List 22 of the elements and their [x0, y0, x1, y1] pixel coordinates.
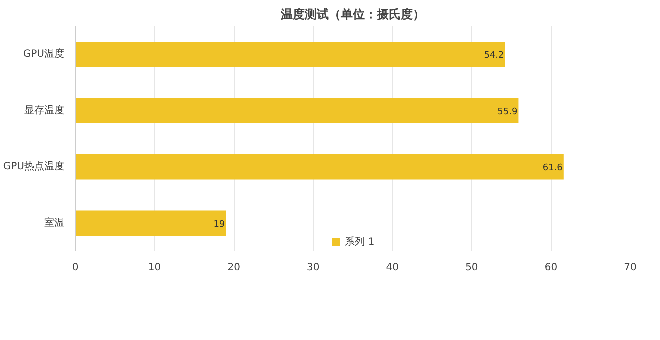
x-tick-label: 30 — [306, 262, 320, 274]
x-tick-label: 60 — [544, 262, 558, 274]
data-label: 54.2 — [484, 51, 504, 62]
x-tick-label: 0 — [72, 262, 79, 274]
legend-label: 系列 1 — [345, 236, 375, 249]
bar — [76, 210, 226, 236]
x-tick-label: 10 — [148, 262, 162, 274]
data-label: 55.9 — [498, 107, 518, 118]
x-tick-label: 50 — [466, 262, 478, 274]
y-tick-label: GPU温度 — [23, 48, 65, 60]
y-tick-label: 显存温度 — [24, 104, 64, 116]
bar — [76, 154, 564, 180]
data-label: 19 — [214, 220, 226, 230]
y-tick-label: GPU热点温度 — [3, 160, 65, 173]
y-tick-label: 室温 — [44, 216, 64, 229]
x-tick-label: 20 — [228, 262, 240, 274]
bar — [76, 98, 519, 124]
bar — [76, 42, 506, 68]
data-label: 61.6 — [542, 164, 564, 174]
x-tick-label: 40 — [386, 262, 400, 274]
x-tick-label: 70 — [624, 262, 637, 274]
chart-title: 温度测试（单位：摄氏度） — [280, 8, 425, 22]
